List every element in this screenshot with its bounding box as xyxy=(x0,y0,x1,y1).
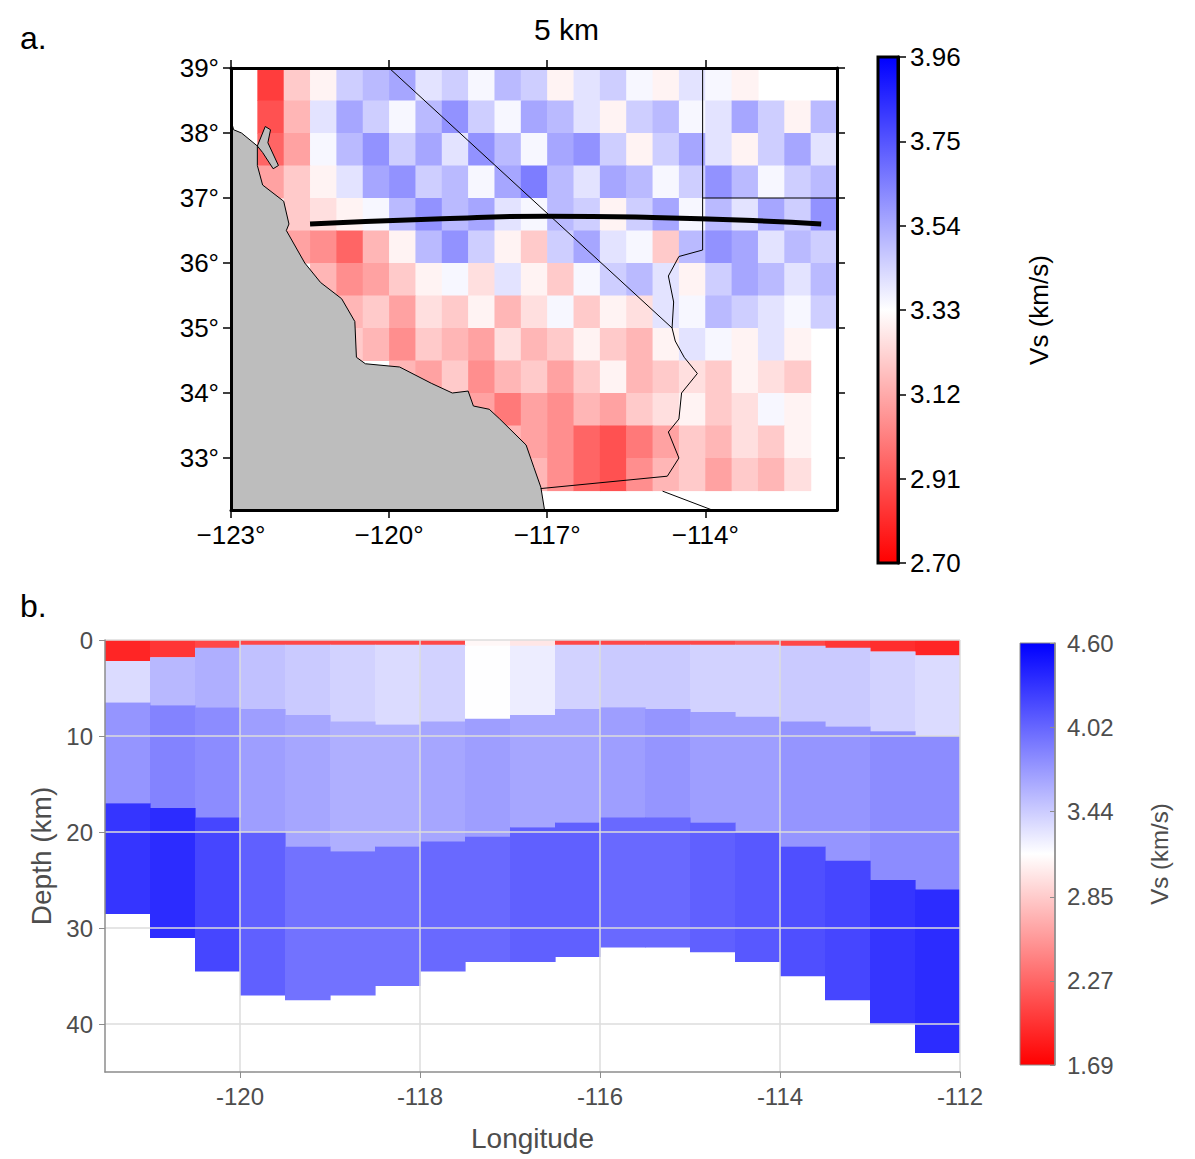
svg-text:35°: 35° xyxy=(180,313,219,343)
svg-text:0: 0 xyxy=(80,627,93,654)
svg-text:−123°: −123° xyxy=(197,520,266,550)
svg-text:3.96: 3.96 xyxy=(910,42,961,72)
svg-text:3.12: 3.12 xyxy=(910,379,961,409)
svg-text:4.02: 4.02 xyxy=(1067,714,1114,741)
svg-text:Depth (km): Depth (km) xyxy=(26,787,57,925)
svg-text:2.91: 2.91 xyxy=(910,464,961,494)
svg-text:1.69: 1.69 xyxy=(1067,1052,1114,1079)
svg-text:30: 30 xyxy=(66,915,93,942)
svg-text:−114°: −114° xyxy=(672,520,739,550)
svg-text:39°: 39° xyxy=(180,53,219,83)
svg-text:−120°: −120° xyxy=(355,520,424,550)
svg-text:2.85: 2.85 xyxy=(1067,883,1114,910)
svg-text:3.54: 3.54 xyxy=(910,211,961,241)
svg-text:4.60: 4.60 xyxy=(1067,630,1114,657)
svg-text:20: 20 xyxy=(66,819,93,846)
svg-text:Longitude: Longitude xyxy=(471,1123,594,1154)
svg-text:Vs (km/s): Vs (km/s) xyxy=(1146,803,1173,904)
svg-text:10: 10 xyxy=(66,723,93,750)
svg-text:38°: 38° xyxy=(180,118,219,148)
svg-text:3.44: 3.44 xyxy=(1067,798,1114,825)
svg-text:-120: -120 xyxy=(216,1083,264,1110)
svg-text:-118: -118 xyxy=(397,1083,443,1110)
svg-text:-116: -116 xyxy=(577,1083,623,1110)
svg-text:37°: 37° xyxy=(180,183,219,213)
svg-text:3.33: 3.33 xyxy=(910,295,961,325)
svg-text:Vs (km/s): Vs (km/s) xyxy=(1024,255,1054,365)
svg-text:b.: b. xyxy=(20,588,47,624)
svg-text:5 km: 5 km xyxy=(534,13,599,46)
svg-text:2.27: 2.27 xyxy=(1067,967,1114,994)
svg-text:36°: 36° xyxy=(180,248,219,278)
svg-text:−117°: −117° xyxy=(514,520,581,550)
svg-text:40: 40 xyxy=(66,1011,93,1038)
svg-text:34°: 34° xyxy=(180,378,219,408)
svg-text:-112: -112 xyxy=(937,1083,983,1110)
svg-text:3.75: 3.75 xyxy=(910,126,961,156)
svg-text:-114: -114 xyxy=(757,1083,803,1110)
svg-text:a.: a. xyxy=(20,20,47,56)
svg-text:2.70: 2.70 xyxy=(910,548,961,578)
svg-text:33°: 33° xyxy=(180,443,219,473)
